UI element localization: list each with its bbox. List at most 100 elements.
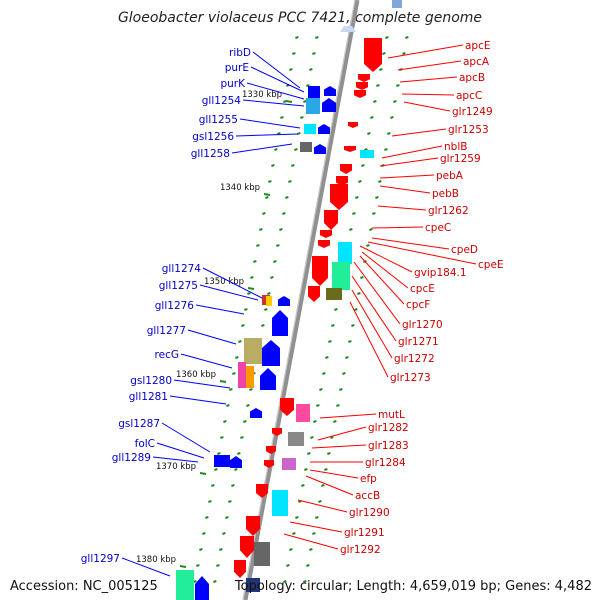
track-tick — [387, 132, 391, 135]
track-tick — [288, 180, 292, 183]
track-tick — [264, 308, 268, 311]
reverse-gene-label: pebB — [432, 188, 459, 200]
track-tick — [217, 452, 221, 455]
track-tick — [256, 244, 260, 247]
reverse-leader-line — [379, 157, 439, 167]
reverse-gene-label: glr1262 — [428, 205, 469, 217]
track-tick — [324, 468, 328, 471]
forward-leader-line — [187, 329, 237, 345]
reverse-gene-label: accB — [355, 490, 380, 502]
forward-leader-line — [199, 284, 259, 301]
track-tick — [277, 132, 281, 135]
track-tick — [405, 36, 409, 39]
track-tick — [390, 116, 394, 119]
track-tick — [402, 52, 406, 55]
reverse-leader-line — [311, 444, 367, 449]
forward-gene-label: recG — [155, 349, 179, 361]
reverse-gene-label: glr1283 — [368, 440, 409, 452]
track-tick — [360, 276, 364, 279]
track-tick — [282, 212, 286, 215]
track-tick — [214, 468, 218, 471]
track-tick — [199, 548, 203, 551]
reverse-gene-label: apcC — [456, 90, 482, 102]
reverse-gene-block — [280, 398, 294, 416]
track-tick — [331, 324, 335, 327]
reverse-gene-label: efp — [360, 473, 377, 485]
track-tick — [342, 372, 346, 375]
forward-gene-label: ribD — [229, 47, 251, 59]
forward-gene-block — [278, 296, 290, 306]
track-tick — [357, 292, 361, 295]
reverse-gene-label: glr1290 — [349, 507, 390, 519]
forward-gene-label: gll1275 — [159, 280, 198, 292]
forward-gene-label: gll1297 — [81, 553, 120, 565]
track-tick — [216, 564, 220, 567]
track-tick — [330, 436, 334, 439]
track-tick — [315, 516, 319, 519]
forward-gene-block — [300, 142, 312, 152]
track-tick — [306, 84, 310, 87]
track-tick — [312, 52, 316, 55]
track-tick — [292, 532, 296, 535]
track-tick — [283, 580, 287, 583]
track-tick — [219, 548, 223, 551]
reverse-gene-label: glr1273 — [390, 372, 431, 384]
reverse-gene-label: glr1249 — [452, 106, 493, 118]
track-tick — [339, 388, 343, 391]
track-tick — [295, 36, 299, 39]
reverse-gene-block — [246, 578, 260, 592]
track-tick — [291, 164, 295, 167]
reverse-gene-block — [266, 446, 276, 454]
reverse-gene-block — [336, 176, 348, 186]
track-tick — [234, 468, 238, 471]
track-tick — [276, 244, 280, 247]
track-tick — [261, 324, 265, 327]
reverse-gene-block — [296, 404, 310, 422]
scale-tick — [179, 565, 187, 568]
track-tick — [208, 500, 212, 503]
scale-label: 1360 kbp — [176, 370, 216, 380]
track-tick — [309, 548, 313, 551]
track-tick — [348, 340, 352, 343]
forward-gene-block — [262, 340, 280, 366]
reverse-gene-label: glr1259 — [440, 153, 481, 165]
reverse-leader-line — [399, 76, 458, 83]
forward-gene-block — [260, 368, 276, 390]
scale-label: 1350 kbp — [204, 277, 244, 287]
reverse-gene-block — [320, 230, 332, 238]
track-tick — [295, 516, 299, 519]
reverse-leader-line — [381, 145, 443, 159]
forward-gene-block — [250, 408, 262, 418]
track-tick — [307, 452, 311, 455]
reverse-leader-line — [361, 251, 409, 289]
track-tick — [304, 468, 308, 471]
track-tick — [300, 116, 304, 119]
track-tick — [273, 260, 277, 263]
reverse-gene-block — [312, 256, 328, 286]
forward-leader-line — [156, 442, 205, 459]
reverse-gene-block — [326, 288, 342, 300]
forward-gene-block — [314, 144, 326, 154]
forward-gene-label: gll1276 — [155, 300, 195, 312]
reverse-gene-block — [318, 240, 330, 248]
forward-gene-block — [214, 455, 230, 467]
forward-leader-line — [250, 66, 305, 93]
track-tick — [303, 100, 307, 103]
track-tick — [232, 372, 236, 375]
reverse-gene-block — [254, 542, 270, 566]
scale-tick — [247, 287, 255, 290]
reverse-gene-block — [332, 262, 350, 290]
track-tick — [202, 532, 206, 535]
reverse-gene-block — [338, 242, 352, 264]
forward-gene-label: gsl1256 — [192, 131, 234, 143]
track-tick — [250, 276, 254, 279]
track-tick — [265, 196, 269, 199]
track-tick — [303, 580, 307, 583]
reverse-gene-block — [324, 210, 338, 230]
forward-gene-block — [238, 362, 246, 388]
reverse-gene-label: apcB — [459, 72, 485, 84]
reverse-gene-label: gvip184.1 — [414, 267, 467, 279]
forward-gene-label: folC — [135, 438, 155, 450]
reverse-gene-block — [330, 184, 348, 210]
track-tick — [241, 324, 245, 327]
